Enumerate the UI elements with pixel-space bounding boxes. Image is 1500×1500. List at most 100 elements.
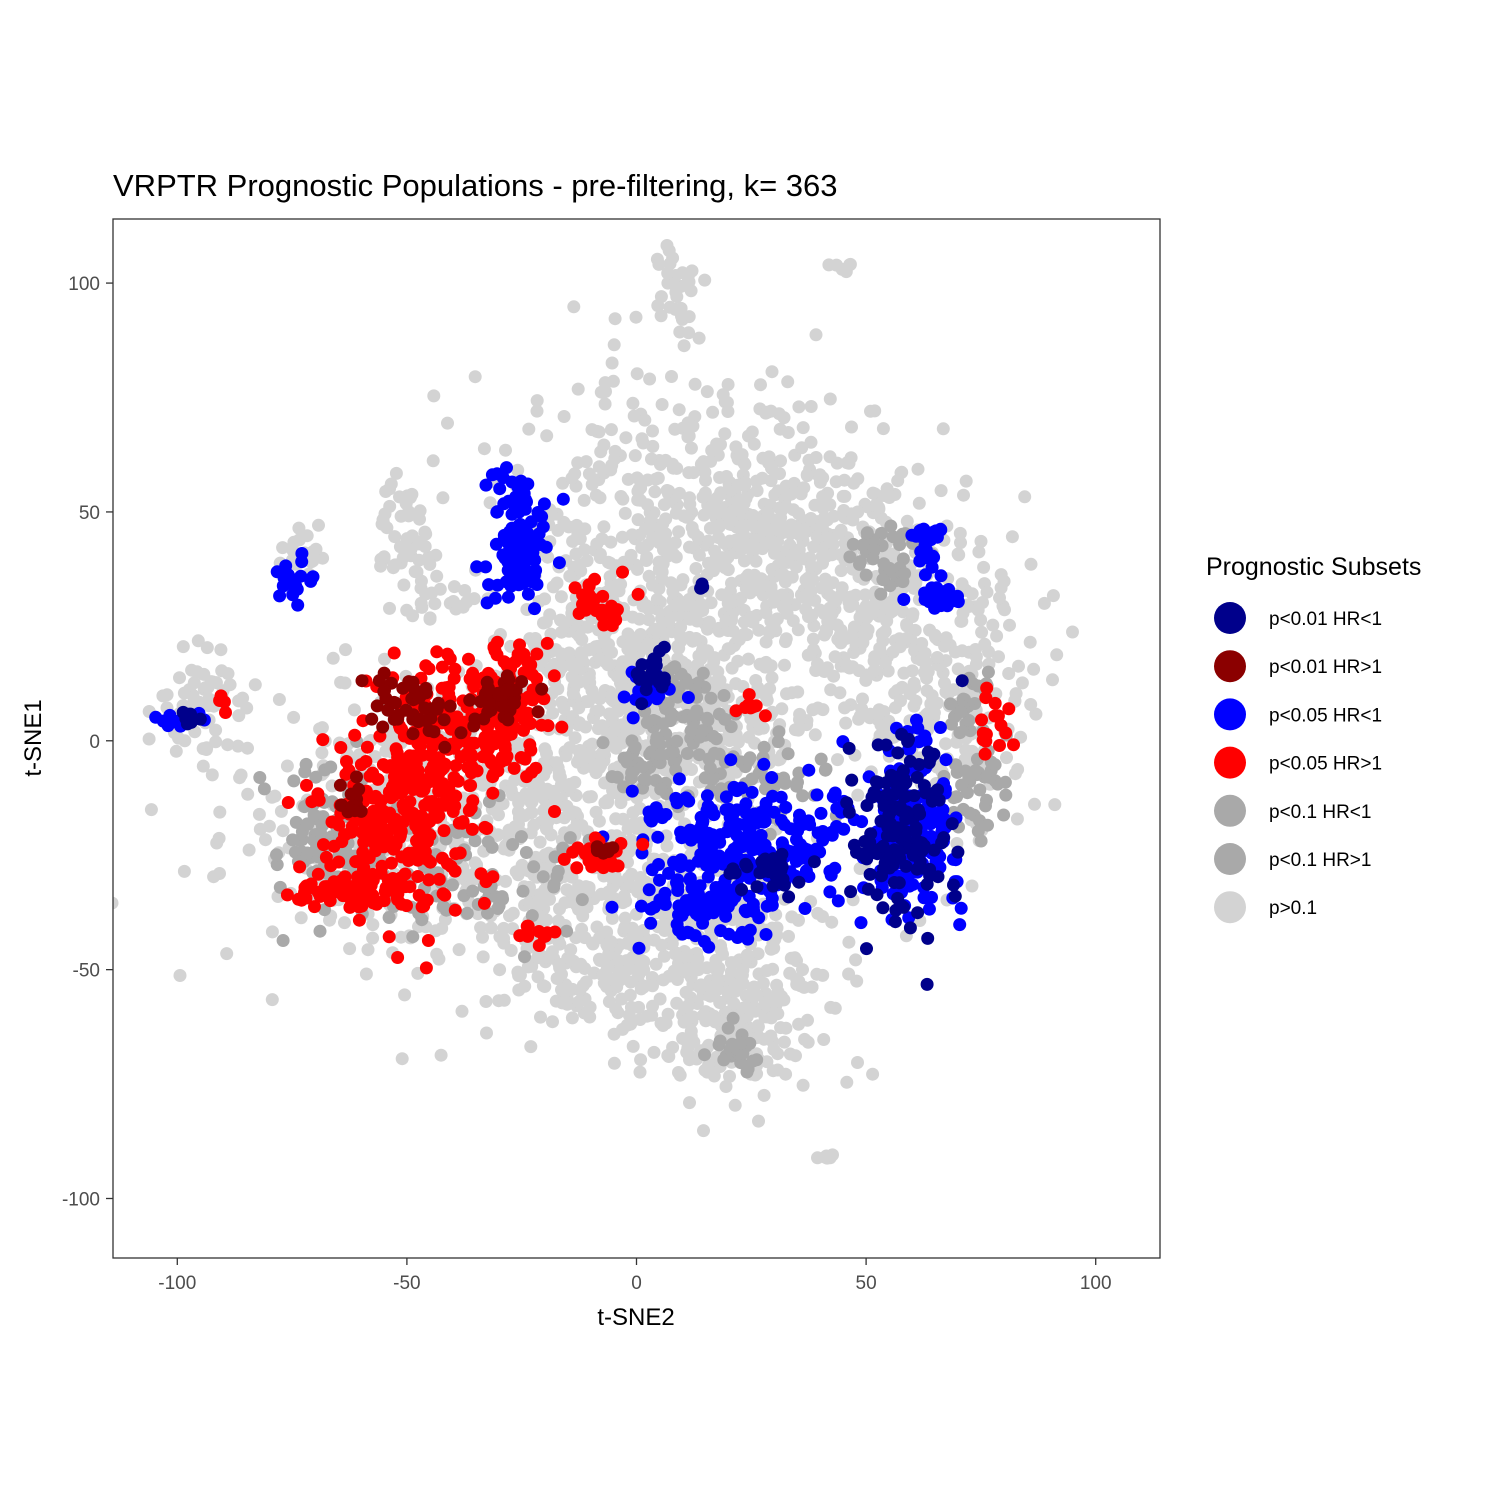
- data-point: [677, 339, 691, 353]
- data-point: [758, 814, 772, 828]
- data-point: [597, 618, 611, 632]
- data-point: [338, 916, 351, 930]
- data-point: [197, 667, 211, 681]
- data-point: [728, 1098, 742, 1112]
- data-point: [359, 967, 373, 981]
- data-point: [577, 493, 591, 507]
- data-point: [654, 782, 668, 796]
- data-point: [1002, 667, 1016, 680]
- data-point: [1024, 557, 1038, 571]
- data-point: [843, 550, 857, 564]
- data-point: [558, 896, 572, 910]
- data-point: [173, 969, 187, 982]
- data-point: [593, 491, 607, 505]
- data-point: [1010, 812, 1024, 826]
- data-point: [501, 590, 515, 604]
- data-point: [936, 422, 950, 436]
- data-point: [672, 641, 686, 655]
- data-point: [642, 613, 656, 627]
- data-point: [596, 736, 610, 750]
- data-point: [742, 688, 756, 702]
- data-point: [757, 1088, 771, 1102]
- data-point: [348, 728, 362, 742]
- data-point: [518, 502, 532, 516]
- data-point: [660, 484, 674, 497]
- data-point: [479, 875, 493, 889]
- data-point: [955, 577, 969, 591]
- data-point: [481, 906, 494, 920]
- data-point: [969, 764, 983, 778]
- data-point: [411, 736, 425, 750]
- data-point: [817, 607, 831, 621]
- data-point: [811, 1151, 824, 1165]
- data-point: [312, 518, 325, 532]
- data-point: [595, 746, 609, 760]
- data-point: [280, 759, 294, 773]
- data-point: [233, 771, 247, 785]
- data-point: [557, 701, 571, 715]
- data-point: [504, 944, 518, 957]
- data-point: [276, 541, 290, 555]
- data-point: [965, 879, 979, 893]
- data-point: [625, 766, 639, 780]
- data-point: [912, 496, 926, 510]
- data-point: [866, 552, 880, 566]
- data-point: [971, 603, 985, 617]
- data-point: [338, 676, 352, 690]
- data-point: [979, 691, 993, 705]
- data-point: [839, 658, 853, 672]
- data-point: [895, 465, 909, 479]
- data-point: [999, 788, 1013, 802]
- data-point: [779, 632, 793, 646]
- data-point: [465, 822, 479, 836]
- data-point: [481, 835, 495, 849]
- data-point: [547, 669, 561, 683]
- data-point: [854, 916, 868, 930]
- data-point: [625, 528, 639, 542]
- data-point: [796, 421, 810, 435]
- data-point: [992, 650, 1005, 664]
- data-point: [654, 309, 668, 323]
- data-point: [624, 975, 638, 989]
- data-point: [442, 687, 456, 701]
- data-point: [876, 422, 890, 436]
- data-point: [830, 820, 843, 833]
- data-point: [1005, 530, 1019, 544]
- data-point: [1048, 798, 1062, 812]
- data-point: [378, 652, 391, 666]
- data-point: [486, 786, 500, 800]
- data-point: [564, 943, 578, 957]
- data-point: [500, 749, 514, 763]
- data-point: [606, 374, 620, 388]
- data-point: [640, 716, 654, 730]
- data-point: [802, 870, 816, 883]
- data-point: [468, 856, 482, 870]
- data-point: [567, 300, 581, 314]
- data-point: [714, 486, 728, 500]
- data-point: [764, 659, 778, 673]
- data-point: [383, 601, 396, 615]
- data-point: [339, 643, 352, 657]
- data-point: [497, 921, 511, 935]
- data-point: [571, 755, 584, 769]
- data-point: [369, 789, 383, 803]
- data-point: [398, 867, 412, 881]
- data-point: [710, 437, 724, 451]
- data-point: [375, 517, 389, 531]
- data-point: [317, 838, 330, 852]
- data-point: [688, 377, 702, 391]
- data-point: [552, 957, 566, 971]
- data-point: [837, 504, 851, 517]
- data-point: [1003, 618, 1016, 632]
- data-point: [668, 947, 682, 961]
- data-point: [730, 828, 744, 842]
- data-point: [584, 642, 597, 656]
- data-point: [379, 744, 393, 758]
- data-point: [597, 976, 611, 990]
- data-point: [802, 763, 816, 777]
- data-point: [918, 568, 932, 582]
- data-point: [492, 994, 506, 1008]
- data-point: [474, 695, 488, 708]
- data-point: [455, 1004, 469, 1018]
